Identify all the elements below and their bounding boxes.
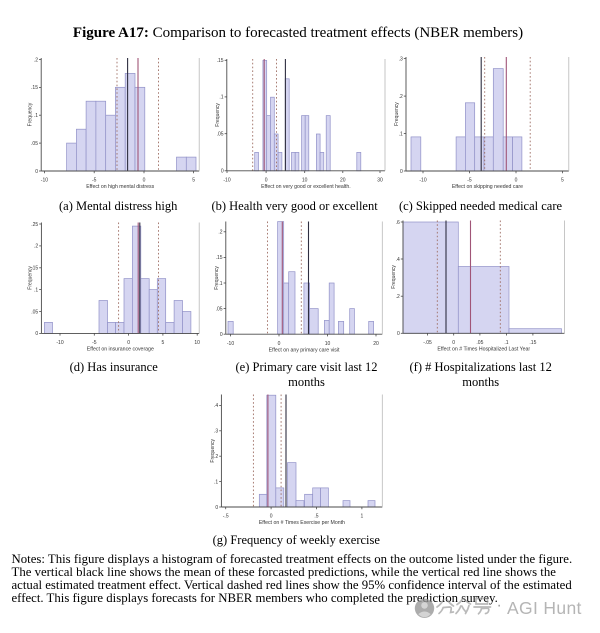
svg-text:20: 20 [373,341,379,347]
svg-text:.05: .05 [217,132,224,138]
svg-text:.3: .3 [399,56,403,62]
svg-text:.15: .15 [31,85,38,91]
svg-text:-10: -10 [227,341,234,347]
svg-text:0: 0 [270,514,273,520]
svg-text:-10: -10 [223,177,230,183]
svg-text:.4: .4 [214,403,218,409]
svg-text:-10: -10 [56,340,63,346]
svg-text:30: 30 [377,177,383,183]
svg-text:.1: .1 [399,131,403,137]
svg-text:.4: .4 [396,257,400,263]
svg-text:.05: .05 [476,340,483,346]
svg-text:20: 20 [340,177,346,183]
svg-text:0: 0 [35,169,38,175]
svg-text:Effect on insurance coverage: Effect on insurance coverage [87,347,154,353]
svg-text:0: 0 [397,331,400,337]
svg-text:Frequency: Frequency [28,266,34,290]
svg-text:.25: .25 [31,222,38,228]
svg-text:Effect on skipping needed care: Effect on skipping needed care [452,184,523,190]
svg-text:.15: .15 [31,266,38,272]
svg-text:.1: .1 [34,113,38,119]
svg-text:-5: -5 [92,340,97,346]
svg-text:0: 0 [265,177,268,183]
svg-text:0: 0 [515,178,518,184]
svg-text:5: 5 [162,340,165,346]
svg-text:.1: .1 [504,340,508,346]
svg-text:.2: .2 [399,94,403,100]
svg-text:Effect on very good or excelle: Effect on very good or excellent health. [261,184,351,190]
svg-text:.15: .15 [216,255,223,261]
svg-text:10: 10 [194,340,200,346]
svg-text:Effect on # Times Hospitalized: Effect on # Times Hospitalized Last Year [437,347,530,353]
svg-text:.15: .15 [217,58,224,64]
svg-text:Frequency: Frequency [215,103,221,127]
svg-text:.1: .1 [218,281,222,287]
svg-text:.5: .5 [314,514,318,520]
svg-text:0: 0 [143,178,146,184]
svg-text:.3: .3 [214,429,218,435]
svg-text:Frequency: Frequency [28,102,34,126]
svg-text:.15: .15 [529,340,536,346]
svg-text:.1: .1 [214,479,218,485]
svg-text:-5: -5 [92,178,97,184]
svg-text:-.5: -.5 [223,514,229,520]
svg-text:5: 5 [561,178,564,184]
svg-text:Effect on high mental distress: Effect on high mental distress [86,184,154,190]
svg-text:Frequency: Frequency [210,438,216,462]
svg-text:.2: .2 [218,230,222,236]
svg-text:5: 5 [192,178,195,184]
svg-text:1: 1 [361,514,364,520]
svg-text:-10: -10 [41,178,48,184]
svg-text:-10: -10 [419,178,426,184]
svg-text:10: 10 [302,177,308,183]
svg-text:.2: .2 [396,294,400,300]
svg-text:.1: .1 [219,95,223,101]
svg-text:0: 0 [220,332,223,338]
svg-text:.1: .1 [34,287,38,293]
svg-text:0: 0 [400,169,403,175]
svg-text:0: 0 [35,331,38,337]
svg-text:Effect on # Times Exercise per: Effect on # Times Exercise per Month [259,520,345,526]
svg-text:.6: .6 [396,220,400,226]
svg-text:-.05: -.05 [423,340,432,346]
svg-text:0: 0 [452,340,455,346]
svg-text:Effect on any primary care vis: Effect on any primary care visit [269,347,340,353]
svg-text:0: 0 [215,505,218,511]
svg-text:-5: -5 [467,178,472,184]
svg-text:.05: .05 [31,309,38,315]
svg-text:10: 10 [325,341,331,347]
svg-text:.05: .05 [31,141,38,147]
svg-text:.2: .2 [214,454,218,460]
svg-text:Frequency: Frequency [391,265,397,289]
svg-text:0: 0 [221,169,224,175]
svg-text:0: 0 [278,341,281,347]
svg-text:.05: .05 [216,306,223,312]
svg-text:.2: .2 [34,244,38,250]
svg-text:0: 0 [127,340,130,346]
svg-text:.2: .2 [34,57,38,63]
svg-text:Frequency: Frequency [214,266,220,290]
svg-text:Frequency: Frequency [394,102,400,126]
